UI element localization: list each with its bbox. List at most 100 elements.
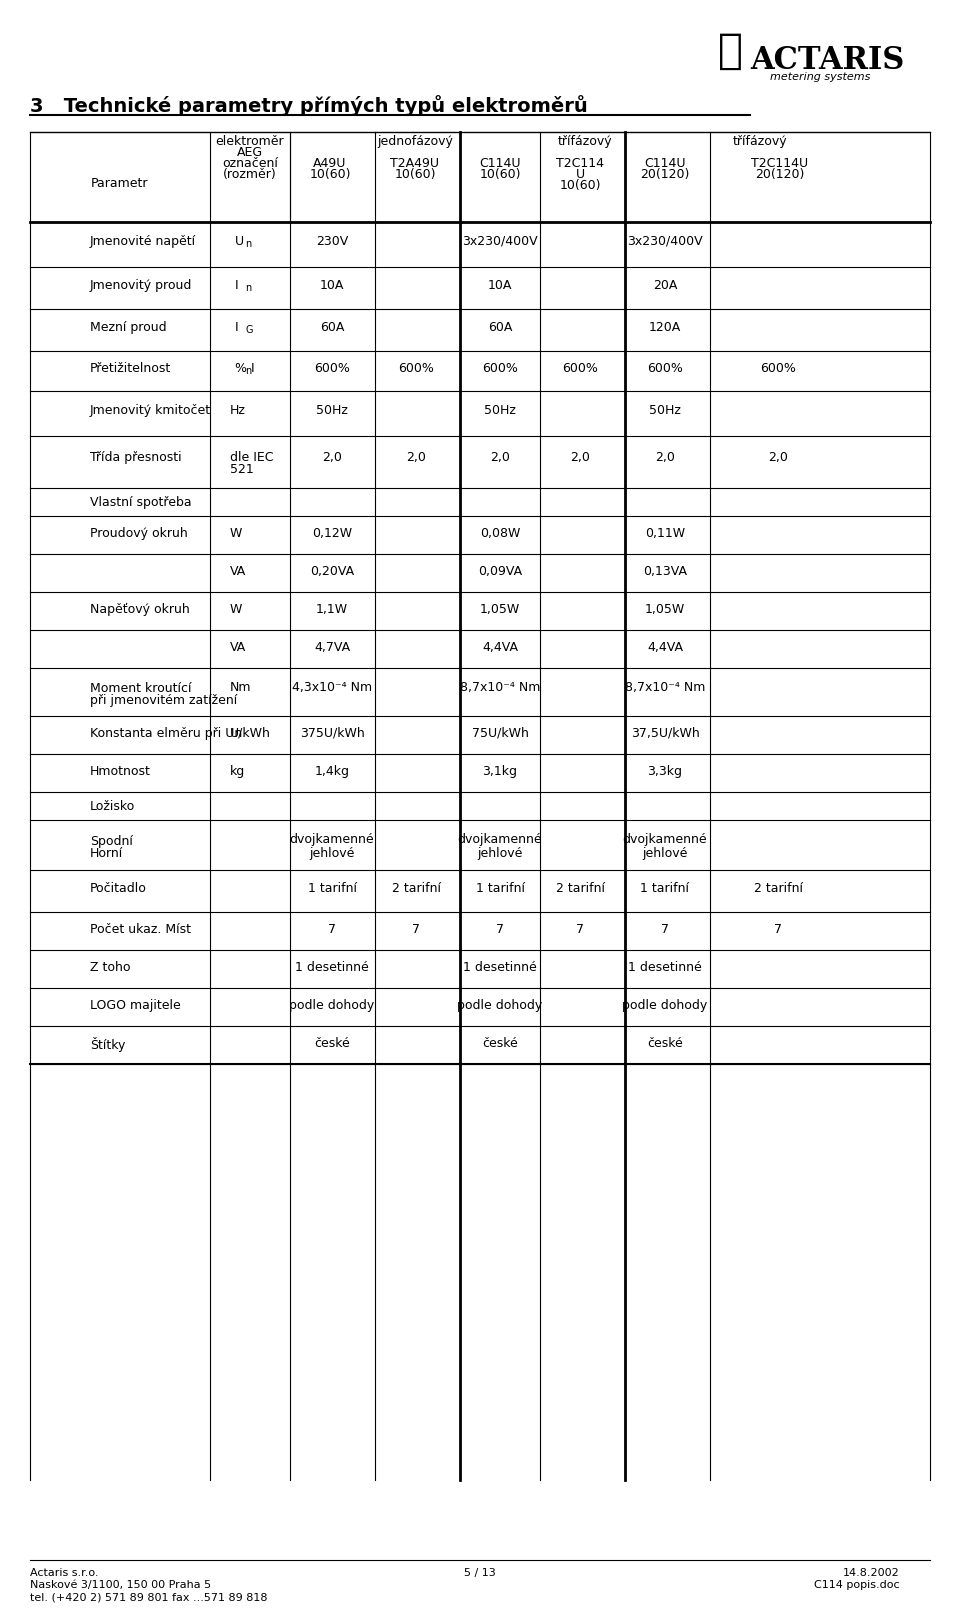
Text: 14.8.2002: 14.8.2002 [843,1568,900,1577]
Text: 2 tarifní: 2 tarifní [754,882,803,895]
Text: Vlastní spotřeba: Vlastní spotřeba [90,496,192,509]
Text: Počitadlo: Počitadlo [90,882,147,895]
Text: Nm: Nm [230,681,252,694]
Text: Počet ukaz. Míst: Počet ukaz. Míst [90,922,191,935]
Text: 3,3kg: 3,3kg [647,765,683,778]
Text: Parametr: Parametr [91,177,149,190]
Text: 2,0: 2,0 [406,451,426,464]
Text: ACTARIS: ACTARIS [750,45,904,76]
Text: dvojkamenné: dvojkamenné [623,833,708,846]
Text: označení: označení [222,157,278,170]
Text: třífázový: třífázový [558,135,612,148]
Text: W: W [230,603,242,616]
Text: Horní: Horní [90,848,123,861]
Text: elektroměr: elektroměr [216,135,284,148]
Text: 37,5U/kWh: 37,5U/kWh [631,726,700,739]
Text: 2,0: 2,0 [490,451,510,464]
Text: 10A: 10A [320,279,345,292]
Text: Hz: Hz [230,404,246,417]
Text: české: české [314,1037,349,1050]
Text: podle dohody: podle dohody [289,999,374,1012]
Text: 60A: 60A [320,321,345,334]
Text: 20(120): 20(120) [756,169,804,182]
Text: 2 tarifní: 2 tarifní [392,882,441,895]
Text: 1,4kg: 1,4kg [315,765,349,778]
Text: jehlové: jehlové [642,846,687,859]
Text: Třída přesnosti: Třída přesnosti [90,451,181,464]
Text: 1,1W: 1,1W [316,603,348,616]
Text: Moment kroutící: Moment kroutící [90,682,191,695]
Text: 4,3x10⁻⁴ Nm: 4,3x10⁻⁴ Nm [292,681,372,694]
Text: 2,0: 2,0 [570,451,590,464]
Text: dvojkamenné: dvojkamenné [290,833,374,846]
Text: C114 popis.doc: C114 popis.doc [814,1580,900,1590]
Text: 2,0: 2,0 [768,451,788,464]
Text: 1 desetinné: 1 desetinné [628,961,702,974]
Text: 2,0: 2,0 [322,451,342,464]
Text: 600%: 600% [482,361,518,374]
Text: 5 / 13: 5 / 13 [464,1568,496,1577]
Text: české: české [647,1037,683,1050]
Text: Proudový okruh: Proudový okruh [90,527,188,540]
Text: % I: % I [235,361,254,374]
Text: LOGO majitele: LOGO majitele [90,999,180,1012]
Text: 20A: 20A [653,279,677,292]
Text: 20(120): 20(120) [640,169,689,182]
Text: 600%: 600% [647,361,683,374]
Text: (rozměr): (rozměr) [223,169,276,182]
Text: 7: 7 [576,922,584,935]
Text: 1 desetinné: 1 desetinné [295,961,369,974]
Text: dle IEC: dle IEC [230,451,274,464]
Text: 2,0: 2,0 [655,451,675,464]
Text: dvojkamenné: dvojkamenné [458,833,542,846]
Text: podle dohody: podle dohody [457,999,542,1012]
Text: 8,7x10⁻⁴ Nm: 8,7x10⁻⁴ Nm [460,681,540,694]
Text: 0,09VA: 0,09VA [478,564,522,577]
Text: 10(60): 10(60) [395,169,436,182]
Text: 10(60): 10(60) [309,169,350,182]
Text: I: I [235,279,239,292]
Text: Ložisko: Ložisko [90,799,135,812]
Text: tel. (+420 2) 571 89 801 fax ...571 89 818: tel. (+420 2) 571 89 801 fax ...571 89 8… [30,1592,268,1602]
Text: 230V: 230V [316,235,348,248]
Text: 1 tarifní: 1 tarifní [475,882,524,895]
Text: 3x230/400V: 3x230/400V [462,235,538,248]
Text: U: U [575,169,585,182]
Text: podle dohody: podle dohody [622,999,708,1012]
Text: jehlové: jehlové [477,846,522,859]
Text: 75U/kWh: 75U/kWh [471,726,528,739]
Text: metering systems: metering systems [770,71,871,83]
Text: 10(60): 10(60) [479,169,520,182]
Text: třífázový: třífázový [732,135,787,148]
Text: 0,12W: 0,12W [312,527,352,540]
Text: Naskové 3/1100, 150 00 Praha 5: Naskové 3/1100, 150 00 Praha 5 [30,1580,211,1590]
Text: VA: VA [230,564,247,577]
Text: n: n [245,282,252,293]
Text: Přetižitelnost: Přetižitelnost [90,361,171,374]
Text: U/kWh: U/kWh [230,726,271,739]
Text: 521: 521 [230,462,253,475]
Text: české: české [482,1037,517,1050]
Text: I: I [235,321,239,334]
Text: jednofázový: jednofázový [377,135,453,148]
Text: 2 tarifní: 2 tarifní [556,882,605,895]
Text: 120A: 120A [649,321,682,334]
Text: 1,05W: 1,05W [645,603,685,616]
Text: 7: 7 [328,922,336,935]
Text: 1 desetinné: 1 desetinné [463,961,537,974]
Text: 10(60): 10(60) [560,178,601,191]
Text: U: U [235,235,244,248]
Text: Spodní: Spodní [90,835,132,848]
Text: 600%: 600% [562,361,598,374]
Text: 3x230/400V: 3x230/400V [627,235,703,248]
Text: 1 tarifní: 1 tarifní [640,882,689,895]
Text: Mezní proud: Mezní proud [90,321,167,334]
Text: 50Hz: 50Hz [649,404,681,417]
Text: 1,05W: 1,05W [480,603,520,616]
Text: Jmenovitý kmitočet: Jmenovitý kmitočet [90,404,211,417]
Text: 7: 7 [774,922,782,935]
Text: 375U/kWh: 375U/kWh [300,726,365,739]
Text: Jmenovitý proud: Jmenovitý proud [90,279,192,292]
Text: Štítky: Štítky [90,1037,126,1052]
Text: n: n [245,238,252,248]
